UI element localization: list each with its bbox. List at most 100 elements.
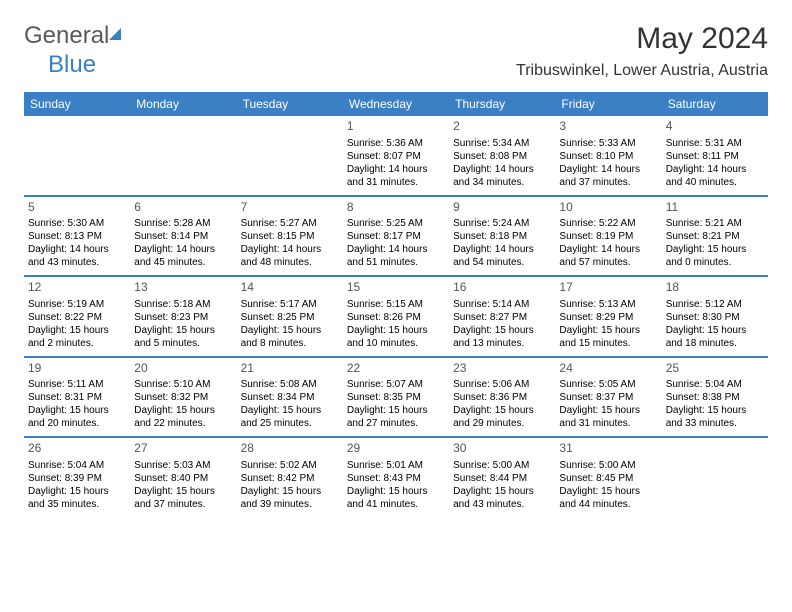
sunset-text: Sunset: 8:26 PM xyxy=(347,311,445,324)
daylight-text: Daylight: 15 hours and 41 minutes. xyxy=(347,485,445,511)
day-9: 9Sunrise: 5:24 AMSunset: 8:18 PMDaylight… xyxy=(449,197,555,276)
sunrise-text: Sunrise: 5:14 AM xyxy=(453,298,551,311)
day-empty xyxy=(130,116,236,195)
sunset-text: Sunset: 8:07 PM xyxy=(347,150,445,163)
daylight-text: Daylight: 14 hours and 48 minutes. xyxy=(241,243,339,269)
sunrise-text: Sunrise: 5:13 AM xyxy=(559,298,657,311)
sunset-text: Sunset: 8:29 PM xyxy=(559,311,657,324)
sunrise-text: Sunrise: 5:05 AM xyxy=(559,378,657,391)
sunrise-text: Sunrise: 5:31 AM xyxy=(666,137,764,150)
daylight-text: Daylight: 14 hours and 34 minutes. xyxy=(453,163,551,189)
daylight-text: Daylight: 15 hours and 31 minutes. xyxy=(559,404,657,430)
day-23: 23Sunrise: 5:06 AMSunset: 8:36 PMDayligh… xyxy=(449,358,555,437)
day-number: 20 xyxy=(134,361,232,377)
day-number: 8 xyxy=(347,200,445,216)
daylight-text: Daylight: 15 hours and 25 minutes. xyxy=(241,404,339,430)
sunrise-text: Sunrise: 5:30 AM xyxy=(28,217,126,230)
daylight-text: Daylight: 15 hours and 27 minutes. xyxy=(347,404,445,430)
logo-text-2: Blue xyxy=(48,51,96,78)
daylight-text: Daylight: 15 hours and 29 minutes. xyxy=(453,404,551,430)
daylight-text: Daylight: 15 hours and 35 minutes. xyxy=(28,485,126,511)
day-17: 17Sunrise: 5:13 AMSunset: 8:29 PMDayligh… xyxy=(555,277,661,356)
day-number: 1 xyxy=(347,119,445,135)
sunrise-text: Sunrise: 5:02 AM xyxy=(241,459,339,472)
day-14: 14Sunrise: 5:17 AMSunset: 8:25 PMDayligh… xyxy=(237,277,343,356)
day-28: 28Sunrise: 5:02 AMSunset: 8:42 PMDayligh… xyxy=(237,438,343,517)
location-text: Tribuswinkel, Lower Austria, Austria xyxy=(516,62,768,80)
sunrise-text: Sunrise: 5:17 AM xyxy=(241,298,339,311)
sunrise-text: Sunrise: 5:15 AM xyxy=(347,298,445,311)
day-30: 30Sunrise: 5:00 AMSunset: 8:44 PMDayligh… xyxy=(449,438,555,517)
sunrise-text: Sunrise: 5:00 AM xyxy=(453,459,551,472)
day-19: 19Sunrise: 5:11 AMSunset: 8:31 PMDayligh… xyxy=(24,358,130,437)
logo-sail-icon xyxy=(107,23,125,51)
daylight-text: Daylight: 15 hours and 37 minutes. xyxy=(134,485,232,511)
daylight-text: Daylight: 15 hours and 20 minutes. xyxy=(28,404,126,430)
sunset-text: Sunset: 8:40 PM xyxy=(134,472,232,485)
sunset-text: Sunset: 8:37 PM xyxy=(559,391,657,404)
day-24: 24Sunrise: 5:05 AMSunset: 8:37 PMDayligh… xyxy=(555,358,661,437)
sunrise-text: Sunrise: 5:06 AM xyxy=(453,378,551,391)
day-number: 7 xyxy=(241,200,339,216)
sunset-text: Sunset: 8:19 PM xyxy=(559,230,657,243)
day-5: 5Sunrise: 5:30 AMSunset: 8:13 PMDaylight… xyxy=(24,197,130,276)
sunset-text: Sunset: 8:14 PM xyxy=(134,230,232,243)
daylight-text: Daylight: 15 hours and 2 minutes. xyxy=(28,324,126,350)
day-number: 12 xyxy=(28,280,126,296)
sunrise-text: Sunrise: 5:36 AM xyxy=(347,137,445,150)
day-29: 29Sunrise: 5:01 AMSunset: 8:43 PMDayligh… xyxy=(343,438,449,517)
weekday-thursday: Thursday xyxy=(449,92,555,116)
logo-text-1: General xyxy=(24,22,109,49)
daylight-text: Daylight: 14 hours and 31 minutes. xyxy=(347,163,445,189)
sunrise-text: Sunrise: 5:33 AM xyxy=(559,137,657,150)
day-number: 18 xyxy=(666,280,764,296)
sunset-text: Sunset: 8:31 PM xyxy=(28,391,126,404)
day-number: 31 xyxy=(559,441,657,457)
sunset-text: Sunset: 8:27 PM xyxy=(453,311,551,324)
day-empty xyxy=(662,438,768,517)
day-number: 10 xyxy=(559,200,657,216)
day-number: 27 xyxy=(134,441,232,457)
day-18: 18Sunrise: 5:12 AMSunset: 8:30 PMDayligh… xyxy=(662,277,768,356)
day-number: 24 xyxy=(559,361,657,377)
sunset-text: Sunset: 8:34 PM xyxy=(241,391,339,404)
day-number: 26 xyxy=(28,441,126,457)
week-row: 1Sunrise: 5:36 AMSunset: 8:07 PMDaylight… xyxy=(24,116,768,195)
daylight-text: Daylight: 15 hours and 10 minutes. xyxy=(347,324,445,350)
sunrise-text: Sunrise: 5:19 AM xyxy=(28,298,126,311)
weekday-friday: Friday xyxy=(555,92,661,116)
day-15: 15Sunrise: 5:15 AMSunset: 8:26 PMDayligh… xyxy=(343,277,449,356)
sunrise-text: Sunrise: 5:04 AM xyxy=(666,378,764,391)
daylight-text: Daylight: 14 hours and 40 minutes. xyxy=(666,163,764,189)
day-2: 2Sunrise: 5:34 AMSunset: 8:08 PMDaylight… xyxy=(449,116,555,195)
day-27: 27Sunrise: 5:03 AMSunset: 8:40 PMDayligh… xyxy=(130,438,236,517)
day-13: 13Sunrise: 5:18 AMSunset: 8:23 PMDayligh… xyxy=(130,277,236,356)
daylight-text: Daylight: 15 hours and 5 minutes. xyxy=(134,324,232,350)
sunset-text: Sunset: 8:45 PM xyxy=(559,472,657,485)
sunrise-text: Sunrise: 5:11 AM xyxy=(28,378,126,391)
day-number: 28 xyxy=(241,441,339,457)
day-number: 9 xyxy=(453,200,551,216)
sunrise-text: Sunrise: 5:24 AM xyxy=(453,217,551,230)
sunrise-text: Sunrise: 5:00 AM xyxy=(559,459,657,472)
day-number: 25 xyxy=(666,361,764,377)
calendar: SundayMondayTuesdayWednesdayThursdayFrid… xyxy=(24,92,768,517)
daylight-text: Daylight: 15 hours and 0 minutes. xyxy=(666,243,764,269)
day-1: 1 Sunrise: 5:36 AMSunset: 8:07 PMDaylight… xyxy=(343,116,449,195)
sunset-text: Sunset: 8:36 PM xyxy=(453,391,551,404)
sunset-text: Sunset: 8:13 PM xyxy=(28,230,126,243)
day-3: 3Sunrise: 5:33 AMSunset: 8:10 PMDaylight… xyxy=(555,116,661,195)
daylight-text: Daylight: 15 hours and 44 minutes. xyxy=(559,485,657,511)
sunset-text: Sunset: 8:11 PM xyxy=(666,150,764,163)
day-6: 6Sunrise: 5:28 AMSunset: 8:14 PMDaylight… xyxy=(130,197,236,276)
day-empty xyxy=(24,116,130,195)
day-number: 2 xyxy=(453,119,551,135)
sunset-text: Sunset: 8:08 PM xyxy=(453,150,551,163)
day-20: 20Sunrise: 5:10 AMSunset: 8:32 PMDayligh… xyxy=(130,358,236,437)
day-number: 16 xyxy=(453,280,551,296)
day-number: 17 xyxy=(559,280,657,296)
sunrise-text: Sunrise: 5:08 AM xyxy=(241,378,339,391)
daylight-text: Daylight: 14 hours and 51 minutes. xyxy=(347,243,445,269)
sunset-text: Sunset: 8:44 PM xyxy=(453,472,551,485)
day-number: 29 xyxy=(347,441,445,457)
